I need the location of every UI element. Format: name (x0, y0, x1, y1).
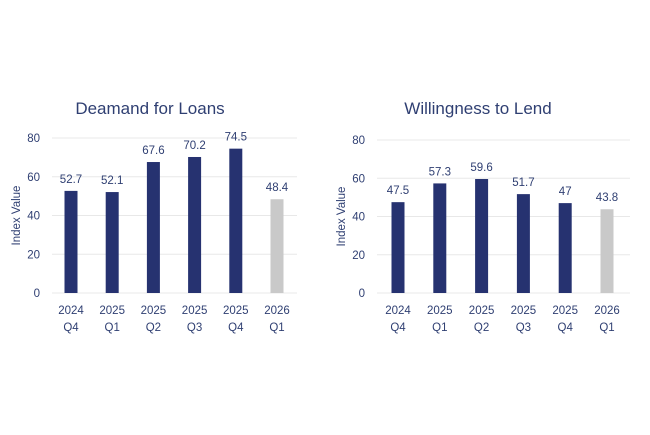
y-tick-label: 0 (34, 288, 40, 300)
x-tick-label-year: 2026 (594, 305, 620, 317)
data-label: 67.6 (142, 145, 164, 157)
x-tick-label-year: 2025 (511, 305, 537, 317)
x-tick-label-year: 2026 (264, 305, 290, 317)
bar (433, 183, 447, 293)
bar (516, 194, 530, 293)
x-tick-label-year: 2024 (58, 305, 84, 317)
data-label: 43.8 (596, 192, 618, 204)
data-label: 47.5 (387, 185, 409, 197)
x-tick-label-quarter: Q2 (146, 322, 161, 334)
data-label: 52.7 (60, 174, 82, 186)
chart-title: Willingness to Lend (404, 99, 551, 118)
data-label: 48.4 (266, 182, 289, 194)
bar (600, 209, 614, 293)
x-tick-label-year: 2025 (182, 305, 208, 317)
y-tick-label: 40 (352, 212, 365, 224)
data-label: 57.3 (429, 166, 451, 178)
data-label: 70.2 (183, 140, 205, 152)
y-tick-label: 20 (27, 249, 40, 261)
data-label: 47 (559, 186, 572, 198)
y-tick-label: 0 (359, 288, 365, 300)
bar (270, 199, 284, 293)
x-tick-label-quarter: Q1 (432, 322, 447, 334)
x-tick-label-quarter: Q1 (269, 322, 284, 334)
bar (64, 190, 78, 293)
x-tick-label-quarter: Q1 (105, 322, 120, 334)
data-label: 74.5 (225, 132, 247, 144)
y-axis-label: Index Value (336, 187, 348, 247)
y-tick-label: 20 (352, 250, 365, 262)
x-tick-label-year: 2024 (385, 305, 411, 317)
y-tick-label: 60 (352, 173, 365, 185)
y-tick-label: 60 (27, 172, 40, 184)
bar (475, 179, 489, 293)
x-tick-label-year: 2025 (141, 305, 167, 317)
data-label: 59.6 (470, 162, 492, 174)
x-tick-label-year: 2025 (552, 305, 578, 317)
x-tick-label-quarter: Q4 (558, 322, 574, 334)
x-tick-label-quarter: Q4 (390, 322, 406, 334)
x-tick-label-quarter: Q4 (228, 322, 244, 334)
x-tick-label-year: 2025 (469, 305, 495, 317)
y-tick-label: 80 (352, 135, 365, 147)
x-tick-label-quarter: Q3 (187, 322, 202, 334)
data-label: 52.1 (101, 175, 123, 187)
bar (229, 148, 243, 293)
bar (558, 203, 572, 293)
x-tick-label-year: 2025 (223, 305, 249, 317)
chart-title: Deamand for Loans (75, 99, 224, 118)
bar (146, 162, 160, 293)
y-axis-label: Index Value (11, 186, 23, 246)
x-tick-label-quarter: Q2 (474, 322, 489, 334)
x-tick-label-quarter: Q1 (599, 322, 614, 334)
data-label: 51.7 (512, 177, 534, 189)
bar (391, 202, 405, 293)
y-tick-label: 40 (27, 211, 40, 223)
x-tick-label-year: 2025 (99, 305, 125, 317)
x-tick-label-quarter: Q3 (516, 322, 531, 334)
x-tick-label-year: 2025 (427, 305, 453, 317)
bar (188, 156, 202, 293)
x-tick-label-quarter: Q4 (63, 322, 79, 334)
y-tick-label: 80 (27, 133, 40, 145)
bar (105, 192, 119, 293)
